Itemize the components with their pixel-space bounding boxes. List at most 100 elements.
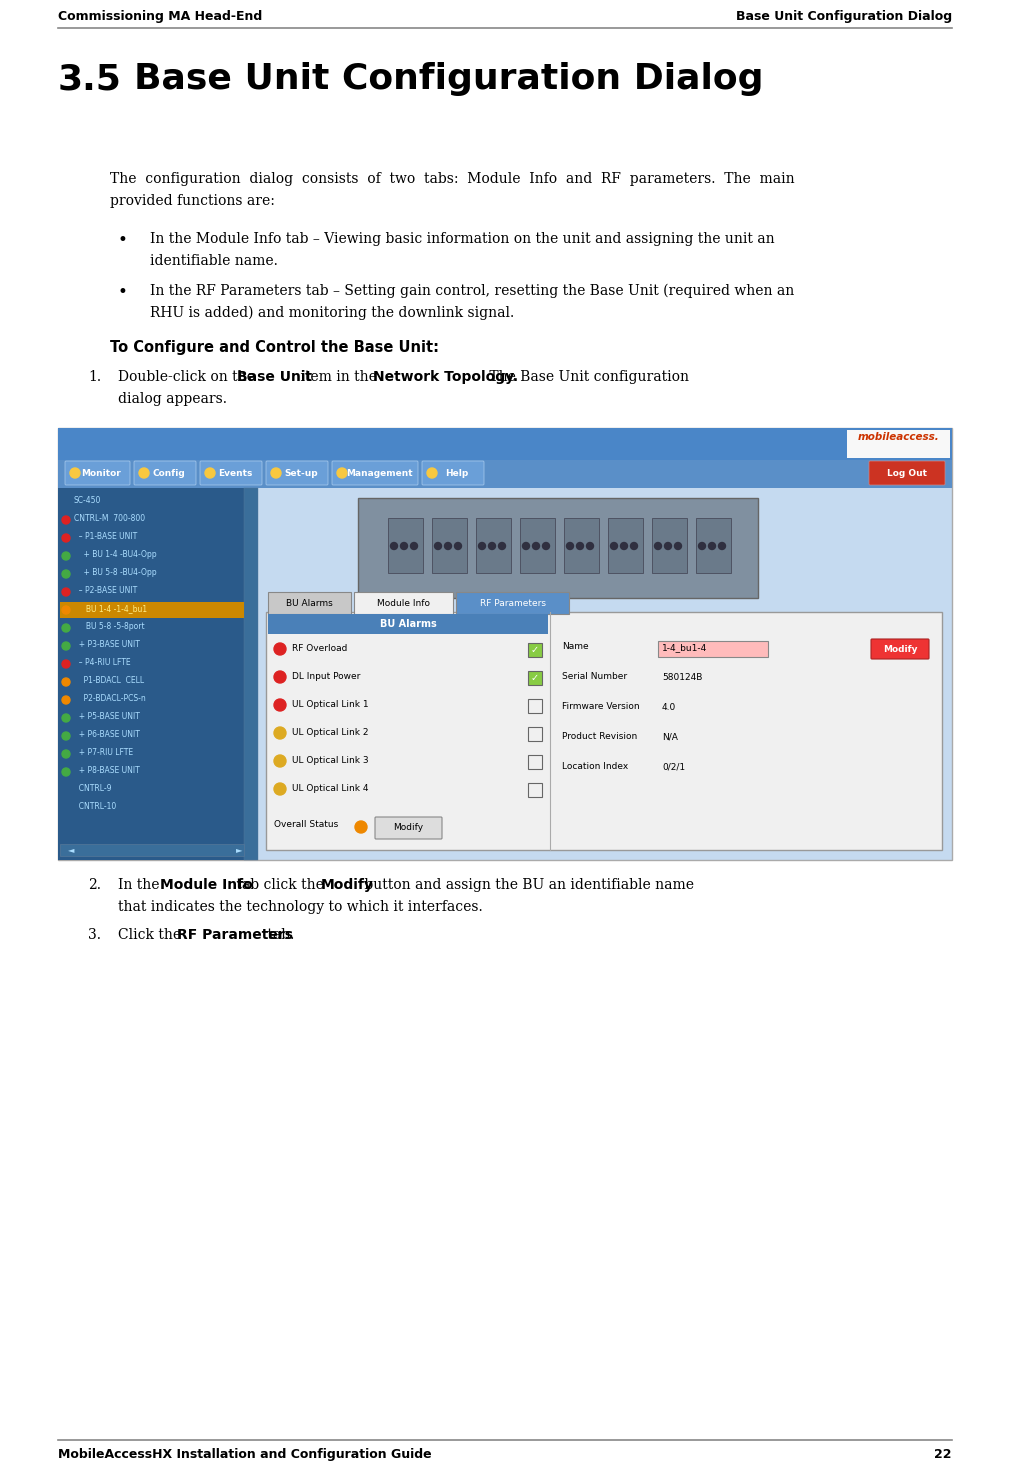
Circle shape xyxy=(62,714,70,721)
Circle shape xyxy=(400,543,408,549)
Circle shape xyxy=(610,543,618,549)
Circle shape xyxy=(62,570,70,578)
Text: BU Alarms: BU Alarms xyxy=(286,599,333,608)
Text: button and assign the BU an identifiable name: button and assign the BU an identifiable… xyxy=(361,877,694,892)
Text: •: • xyxy=(118,233,127,249)
Circle shape xyxy=(675,543,682,549)
Circle shape xyxy=(567,543,574,549)
Text: The Base Unit configuration: The Base Unit configuration xyxy=(485,369,689,384)
Text: BU Alarms: BU Alarms xyxy=(380,620,436,629)
FancyBboxPatch shape xyxy=(268,592,352,614)
FancyBboxPatch shape xyxy=(266,461,328,484)
Text: To Configure and Control the Base Unit:: To Configure and Control the Base Unit: xyxy=(110,340,439,355)
Text: CNTRL-10: CNTRL-10 xyxy=(74,802,116,811)
Text: •: • xyxy=(118,284,127,300)
Circle shape xyxy=(274,727,286,739)
Text: + P3-BASE UNIT: + P3-BASE UNIT xyxy=(74,640,140,649)
Text: 1.: 1. xyxy=(88,369,101,384)
FancyBboxPatch shape xyxy=(422,461,484,484)
Text: provided functions are:: provided functions are: xyxy=(110,194,275,208)
Bar xyxy=(268,614,548,634)
Bar xyxy=(658,640,768,657)
Text: Commissioning MA Head-End: Commissioning MA Head-End xyxy=(58,10,262,24)
Circle shape xyxy=(631,543,638,549)
Text: mobileaccess.: mobileaccess. xyxy=(858,431,940,442)
Circle shape xyxy=(587,543,593,549)
Text: Base Unit: Base Unit xyxy=(237,369,312,384)
Circle shape xyxy=(274,783,286,795)
Bar xyxy=(528,699,542,712)
Text: SC-450: SC-450 xyxy=(74,496,101,505)
Text: ►: ► xyxy=(236,845,243,855)
Text: RF Parameters: RF Parameters xyxy=(480,599,546,608)
Bar xyxy=(528,783,542,796)
Bar xyxy=(244,489,258,860)
Text: In the: In the xyxy=(118,877,164,892)
Text: P1-BDACL  CELL: P1-BDACL CELL xyxy=(74,676,144,684)
Circle shape xyxy=(337,468,347,478)
Circle shape xyxy=(274,699,286,711)
Text: Set-up: Set-up xyxy=(284,468,318,477)
Text: CNTRL-9: CNTRL-9 xyxy=(74,785,111,793)
Circle shape xyxy=(62,517,70,524)
Circle shape xyxy=(62,606,70,614)
Bar xyxy=(58,489,258,860)
Text: identifiable name.: identifiable name. xyxy=(150,255,278,268)
Text: UL Optical Link 4: UL Optical Link 4 xyxy=(292,785,369,793)
Text: Monitor: Monitor xyxy=(82,468,121,477)
Text: + P6-BASE UNIT: + P6-BASE UNIT xyxy=(74,730,140,739)
Text: Double-click on the: Double-click on the xyxy=(118,369,259,384)
Text: BU 5-8 -5-8port: BU 5-8 -5-8port xyxy=(74,623,145,631)
Text: – P4-RIU LFTE: – P4-RIU LFTE xyxy=(74,658,130,667)
FancyBboxPatch shape xyxy=(200,461,262,484)
Text: – P1-BASE UNIT: – P1-BASE UNIT xyxy=(74,531,138,542)
Text: – P2-BASE UNIT: – P2-BASE UNIT xyxy=(74,586,138,595)
Text: P2-BDACL-PCS-n: P2-BDACL-PCS-n xyxy=(74,693,146,704)
Circle shape xyxy=(444,543,451,549)
Text: MobileAccessHX Installation and Configuration Guide: MobileAccessHX Installation and Configur… xyxy=(58,1448,432,1462)
Circle shape xyxy=(427,468,437,478)
Bar xyxy=(58,428,952,860)
Circle shape xyxy=(274,643,286,655)
Text: 1-4_bu1-4: 1-4_bu1-4 xyxy=(662,643,707,652)
Circle shape xyxy=(271,468,281,478)
Text: BU 1-4 -1-4_bu1: BU 1-4 -1-4_bu1 xyxy=(74,604,147,612)
Circle shape xyxy=(62,732,70,740)
Text: ✓: ✓ xyxy=(531,673,539,683)
Text: + P7-RIU LFTE: + P7-RIU LFTE xyxy=(74,748,133,757)
Circle shape xyxy=(698,543,705,549)
FancyBboxPatch shape xyxy=(65,461,130,484)
FancyBboxPatch shape xyxy=(135,461,196,484)
Text: N/A: N/A xyxy=(662,733,678,742)
Circle shape xyxy=(577,543,584,549)
Text: Config: Config xyxy=(153,468,185,477)
Text: Module Info: Module Info xyxy=(377,599,430,608)
Bar xyxy=(432,518,467,573)
Text: 580124B: 580124B xyxy=(662,673,702,682)
Circle shape xyxy=(62,751,70,758)
Bar xyxy=(520,518,555,573)
Text: that indicates the technology to which it interfaces.: that indicates the technology to which i… xyxy=(118,899,483,914)
Text: 0/2/1: 0/2/1 xyxy=(662,762,685,771)
Circle shape xyxy=(355,821,367,833)
Text: + P5-BASE UNIT: + P5-BASE UNIT xyxy=(74,712,140,721)
Circle shape xyxy=(664,543,672,549)
Circle shape xyxy=(62,659,70,668)
FancyBboxPatch shape xyxy=(355,592,453,614)
Text: Base Unit Configuration Dialog: Base Unit Configuration Dialog xyxy=(135,62,763,96)
Text: CNTRL-M  700-800: CNTRL-M 700-800 xyxy=(74,514,145,523)
Bar xyxy=(847,430,950,458)
Text: Click the: Click the xyxy=(118,927,185,942)
FancyBboxPatch shape xyxy=(869,461,945,484)
Text: 3.5: 3.5 xyxy=(58,62,122,96)
Circle shape xyxy=(70,468,81,478)
Bar xyxy=(564,518,599,573)
Circle shape xyxy=(498,543,505,549)
Circle shape xyxy=(390,543,397,549)
Bar xyxy=(528,671,542,684)
Text: Location Index: Location Index xyxy=(561,762,628,771)
Circle shape xyxy=(139,468,149,478)
Text: Modify: Modify xyxy=(393,823,423,833)
Circle shape xyxy=(708,543,715,549)
Bar xyxy=(476,518,511,573)
